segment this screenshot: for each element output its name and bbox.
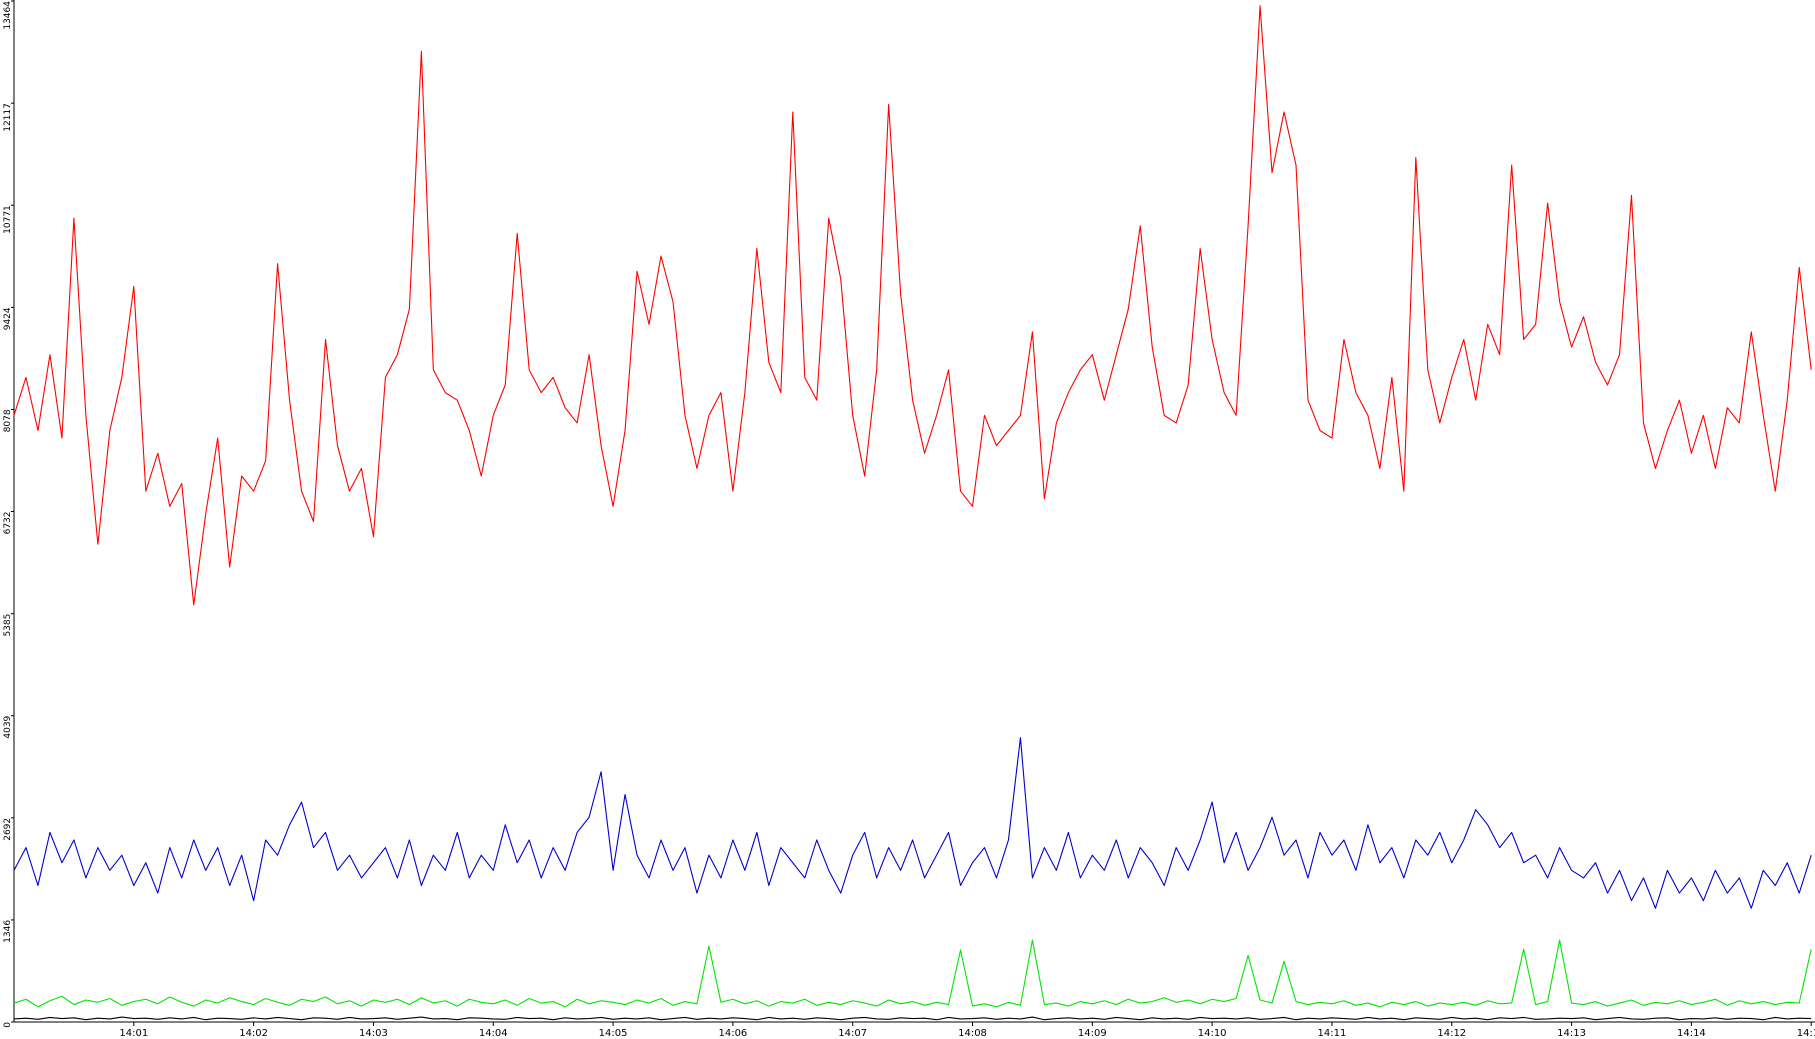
- y-tick-label: 12117: [3, 103, 13, 132]
- y-tick-label: 8078: [3, 409, 13, 432]
- y-tick-label: 0: [3, 1022, 13, 1028]
- x-tick-label: 14:06: [718, 1028, 747, 1039]
- y-tick-label: 2692: [3, 818, 13, 841]
- x-tick-label: 14:08: [958, 1028, 987, 1039]
- x-tick-label: 14:04: [479, 1028, 508, 1039]
- y-tick-label: 1346: [3, 920, 13, 943]
- x-tick-label: 14:14: [1677, 1028, 1706, 1039]
- x-tick-label: 14:13: [1557, 1028, 1586, 1039]
- y-tick-label: 4039: [3, 715, 13, 738]
- y-tick-label: 13464: [3, 1, 13, 30]
- y-tick-label: 6732: [3, 512, 13, 535]
- x-tick-label: 14:11: [1318, 1028, 1347, 1039]
- y-tick-label: 5385: [3, 614, 13, 637]
- x-tick-label: 14:03: [359, 1028, 388, 1039]
- x-tick-label: 14:09: [1078, 1028, 1107, 1039]
- x-tick-label: 14:07: [838, 1028, 867, 1039]
- x-tick-label: 14:01: [119, 1028, 148, 1039]
- series-line: [13, 5, 1812, 606]
- x-tick-label: 14:12: [1437, 1028, 1466, 1039]
- series-line: [13, 1016, 1812, 1021]
- y-tick-label: 9424: [3, 307, 13, 330]
- x-tick-label: 14:10: [1198, 1028, 1227, 1039]
- series-line: [13, 939, 1812, 1008]
- x-tick-label: 14:15: [1797, 1028, 1815, 1039]
- x-tick-label: 14:05: [599, 1028, 628, 1039]
- series-line: [13, 737, 1812, 909]
- y-tick-label: 10771: [3, 205, 13, 234]
- x-tick-label: 14:02: [239, 1028, 268, 1039]
